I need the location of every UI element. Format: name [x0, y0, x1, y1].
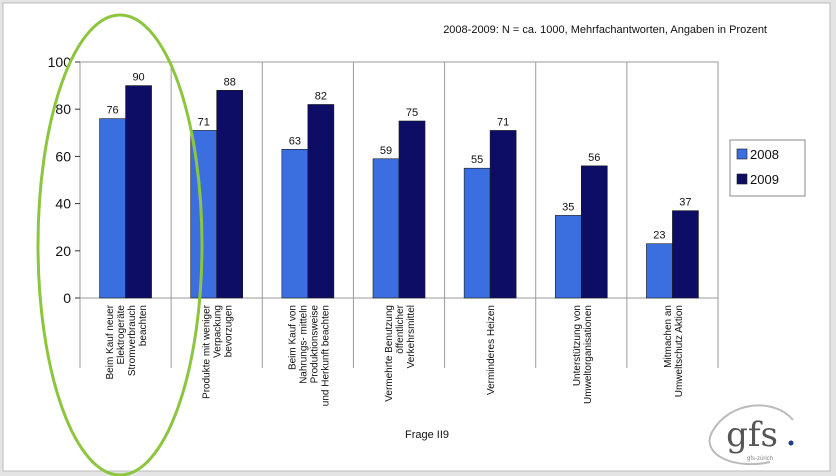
category-label: Umweltschutz Aktion: [674, 305, 685, 397]
y-tick-label: 40: [55, 196, 71, 212]
legend-swatch-2009: [736, 173, 748, 185]
legend: 2008 2009: [729, 139, 806, 197]
bar-2009-5: [580, 165, 608, 299]
category-label: bevorzugen: [224, 305, 235, 357]
bars: [99, 85, 699, 299]
category-label: Elektrogeräte: [116, 305, 127, 365]
category-label: Verminderes Heizen: [486, 305, 497, 395]
bar-2008-5: [554, 215, 582, 299]
bar-value-label: 75: [406, 107, 418, 119]
category-label: beachten: [138, 305, 149, 346]
logo-swoosh: [708, 404, 794, 466]
bar-2008-6: [646, 243, 673, 299]
category-label: Vermehrte Benutzung: [384, 305, 395, 402]
y-tick-label: 0: [63, 290, 71, 306]
legend-swatch-2008: [736, 148, 748, 160]
category-label: Beim Kauf von: [287, 305, 298, 370]
bar-value-label: 71: [497, 116, 509, 128]
category-label: Mitmachen an: [663, 305, 674, 368]
category-label: Produkte mit weniger: [202, 304, 213, 399]
category-label: Beim Kauf neuer: [105, 304, 116, 379]
category-label: Umweltorganisationen: [583, 305, 594, 404]
y-tick-label: 60: [55, 148, 71, 164]
highlight-ellipse: [36, 13, 204, 476]
category-label: Verkehrsmittel: [406, 305, 417, 368]
bar-2009-1: [216, 90, 244, 299]
y-tick-label: 80: [55, 101, 71, 117]
bar-2008-3: [372, 158, 400, 299]
bar-2009-6: [672, 210, 699, 299]
bar-2009-4: [489, 130, 517, 299]
bar-value-label: 90: [132, 72, 144, 84]
y-tick-label: 100: [48, 54, 72, 70]
bar-2008-2: [281, 149, 309, 299]
bar-value-label: 37: [679, 197, 691, 209]
category-label: Nahrungs- mitteln: [298, 305, 309, 384]
category-label: und Herkunft beachten: [320, 305, 331, 406]
bar-value-label: 88: [224, 76, 236, 88]
legend-label-2008: 2008: [750, 147, 779, 162]
bar-value-label: 56: [588, 152, 600, 164]
bar-value-label: 59: [380, 145, 392, 157]
bar-value-label: 23: [653, 230, 665, 242]
x-axis-label: Frage II9: [405, 429, 449, 441]
category-label: öffentlicher: [395, 304, 406, 353]
gfs-logo: gfs gfs-zürich: [708, 404, 794, 466]
y-axis: 0 20 40 60 80 100: [48, 54, 80, 306]
bar-2008-0: [99, 118, 126, 299]
bar-2009-3: [398, 120, 426, 299]
logo-dot: [788, 440, 794, 446]
category-label: Stromverbrauch: [127, 305, 138, 376]
category-label: Verpackung: [213, 305, 224, 358]
bar-2008-4: [463, 167, 491, 299]
logo-subtext: gfs-zürich: [747, 456, 773, 462]
bar-value-label: 71: [198, 116, 210, 128]
bar-2009-2: [307, 104, 335, 299]
chart-subtitle: 2008-2009: N = ca. 1000, Mehrfachantwort…: [443, 24, 767, 36]
bar-value-label: 82: [315, 90, 327, 102]
y-tick-label: 20: [55, 243, 71, 259]
logo-text: gfs: [726, 415, 778, 455]
category-label: Produktionsweise: [309, 305, 320, 384]
bar-value-labels: 76 90 71 88 63 82 59 75 55 71 35 56 23 37: [106, 72, 691, 242]
bar-value-label: 35: [562, 201, 574, 213]
bar-value-label: 76: [106, 105, 118, 117]
category-labels: Beim Kauf neuer Elektrogeräte Stromverbrau…: [105, 304, 685, 406]
category-separators: [79, 62, 719, 368]
bar-2009-0: [125, 85, 152, 299]
bar-value-label: 63: [289, 135, 301, 147]
bar-value-label: 55: [471, 154, 483, 166]
legend-label-2009: 2009: [750, 172, 779, 187]
category-label: Unterstützung von: [572, 305, 583, 386]
